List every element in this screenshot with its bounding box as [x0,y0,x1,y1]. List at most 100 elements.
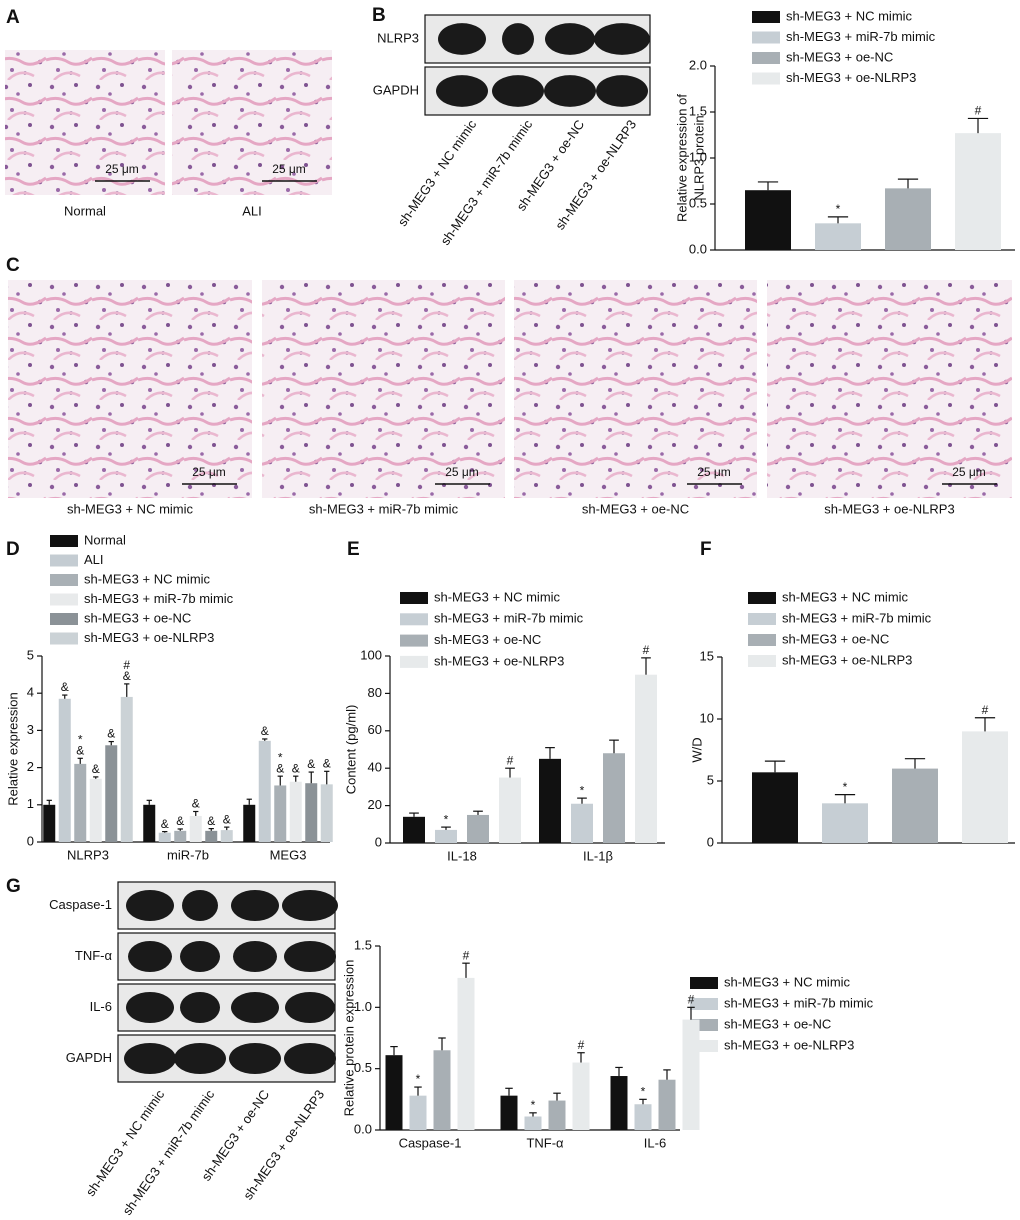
bar [467,814,489,843]
y-axis-label: NLRP3 protein [691,115,706,200]
legend-label: sh-MEG3 + miR-7b mimic [786,29,936,44]
blot-band [126,991,174,1024]
bar [205,830,218,842]
legend-swatch [400,634,428,647]
scale-bar-label: 25 μm [697,465,731,479]
x-tick-label: Caspase-1 [399,1135,462,1150]
significance-mark: & [123,669,131,683]
blot-band [492,75,544,107]
significance-mark: * [278,750,283,764]
y-tick-label: 0 [27,833,34,848]
significance-mark: & [323,756,331,770]
blot-band [502,23,534,55]
blot-band [285,991,335,1024]
legend-swatch [50,574,78,586]
blot-band [545,23,595,55]
significance-mark: * [836,202,841,216]
legend-label: sh-MEG3 + oe-NC [84,610,191,625]
legend-swatch [748,634,776,646]
legend-label: sh-MEG3 + oe-NC [786,49,893,64]
panel-letter: A [6,7,20,28]
legend-label: sh-MEG3 + NC mimic [724,974,851,989]
bar [548,1100,566,1130]
blot-band [174,1042,226,1075]
legend-swatch [748,592,776,604]
significance-mark: # [463,948,470,962]
y-tick-label: 2.0 [689,57,707,72]
significance-mark: & [292,761,300,775]
panel-letter: C [6,255,20,276]
bar [457,977,475,1130]
significance-mark: * [641,1085,646,1099]
significance-mark: & [161,817,169,831]
legend-swatch [50,554,78,567]
significance-mark: # [643,643,650,657]
bar [822,803,868,843]
y-tick-label: 4 [27,685,34,700]
bar [955,133,1001,250]
significance-mark: # [688,993,695,1007]
legend-swatch [400,592,428,604]
histology-image [172,50,332,195]
bar [571,803,593,843]
legend-label: sh-MEG3 + oe-NLRP3 [786,70,916,85]
y-tick-label: 5 [707,772,714,787]
significance-mark: & [307,757,315,771]
histology-image [8,280,252,498]
y-axis-label: Relative expression [5,692,20,805]
bar [385,1055,403,1130]
bar [572,1062,590,1130]
bar [289,781,302,842]
y-axis-label: Relative protein expression [341,960,356,1117]
scale-bar-label: 25 μm [272,162,306,176]
legend-label: Normal [84,532,126,547]
lane-label: sh-MEG3 + miR-7b mimic [119,1087,217,1218]
bar [409,1095,427,1130]
bar [158,832,171,842]
significance-mark: & [276,761,284,775]
significance-mark: & [92,762,100,776]
scale-bar-label: 25 μm [105,162,139,176]
y-tick-label: 100 [360,647,382,662]
blot-band [284,940,336,973]
significance-mark: * [843,780,848,794]
bar [603,753,625,843]
significance-mark: # [975,104,982,118]
significance-mark: & [107,727,115,741]
scale-bar-label: 25 μm [192,465,226,479]
bar [815,223,861,250]
y-axis-label: Content (pg/ml) [343,705,358,795]
significance-mark: * [580,783,585,797]
bar [610,1076,628,1130]
panel-letter: F [700,539,712,560]
significance-mark: & [61,680,69,694]
bar [105,745,118,842]
significance-mark: & [261,724,269,738]
y-tick-label: 3 [27,722,34,737]
legend-swatch [400,655,428,668]
blot-band [124,1042,176,1075]
scale-bar-label: 25 μm [952,465,986,479]
y-tick-label: 40 [368,760,382,775]
band-label: IL-6 [90,999,112,1014]
y-tick-label: 20 [368,797,382,812]
legend-swatch [752,52,780,64]
image-caption: sh-MEG3 + oe-NC [582,501,689,516]
bar [74,763,87,842]
bar [43,804,56,842]
x-tick-label: IL-6 [644,1135,666,1150]
legend-swatch [752,31,780,44]
blot-band [126,889,174,922]
band-label: NLRP3 [377,30,419,45]
legend-label: sh-MEG3 + oe-NC [782,631,889,646]
bar [499,777,521,843]
legend-label: sh-MEG3 + oe-NLRP3 [84,630,214,645]
y-tick-label: 0.5 [354,1060,372,1075]
panel-letter: B [372,5,386,26]
legend-swatch [690,998,718,1010]
legend-swatch [50,535,78,547]
y-tick-label: 80 [368,685,382,700]
significance-mark: # [507,753,514,767]
significance-mark: * [531,1098,536,1112]
